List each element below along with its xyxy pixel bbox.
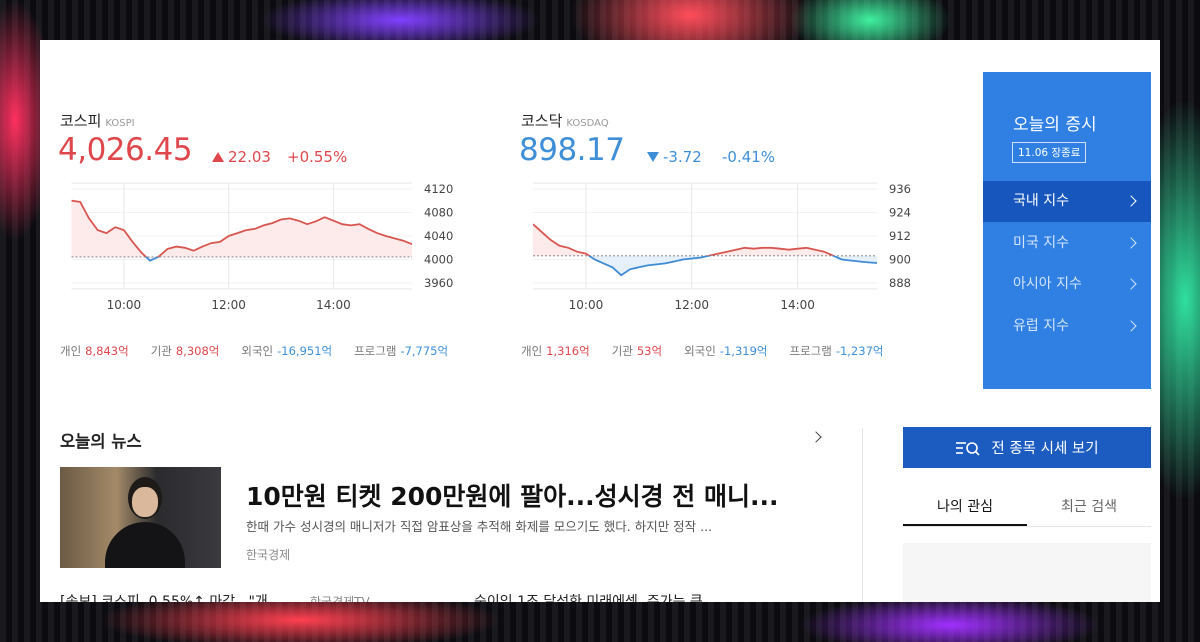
line-chart: 888 900 912 924 936 10:00 12:00 14:00 xyxy=(533,182,911,312)
button-label: 전 종목 시세 보기 xyxy=(991,441,1099,457)
y-tick-label: 4000 xyxy=(424,253,453,267)
market-code: KOSPI xyxy=(105,118,135,129)
area-above xyxy=(71,200,412,257)
investor: 프로그램 -1,237억 xyxy=(789,343,883,359)
market-name: 코스피 KOSPI xyxy=(60,110,135,131)
investor-flows: 개인 8,843억 기관 8,308억 외국인 -16,951억 프로그램 -7,775억 xyxy=(60,343,448,359)
y-tick-label: 4040 xyxy=(424,229,453,243)
news-source: 한국경제 xyxy=(246,548,291,562)
area-above xyxy=(533,224,877,256)
investor-value: -1,237억 xyxy=(835,344,884,358)
area-below xyxy=(589,255,877,276)
price: 898.17 xyxy=(519,132,625,168)
investor-value: 53억 xyxy=(636,344,663,358)
investor-flows: 개인 1,316억 기관 53억 외국인 -1,319억 프로그램 -1,237억 xyxy=(521,343,883,359)
investor: 기관 8,308억 xyxy=(151,343,220,359)
news-item-source: 한국경제TV xyxy=(310,595,370,602)
investor-value: 1,316억 xyxy=(546,344,590,358)
investor: 개인 8,843억 xyxy=(60,343,129,359)
investor-label: 프로그램 xyxy=(354,344,397,358)
y-tick-label: 4080 xyxy=(424,205,453,219)
price-line-up xyxy=(71,199,412,257)
x-tick-label: 10:00 xyxy=(569,298,604,312)
line-chart: 3960 4000 4040 4080 4120 10:00 12:00 14:00 xyxy=(71,182,453,312)
tab[interactable]: 나의 관심 xyxy=(903,496,1027,526)
investor: 기관 53억 xyxy=(612,343,662,359)
y-tick-label: 3960 xyxy=(424,276,453,290)
menu-label: 국내 지수 xyxy=(1013,193,1069,209)
tab-rule xyxy=(903,526,1151,527)
y-tick-label: 936 xyxy=(889,182,911,196)
investor-value: -1,319억 xyxy=(719,344,768,358)
y-tick-label: 912 xyxy=(889,229,911,243)
news-headline[interactable]: 10만원 티켓 200만원에 팔아...성시경 전 매니... xyxy=(246,482,779,511)
menu-item[interactable]: 국내 지수 xyxy=(983,181,1151,222)
price: 4,026.45 xyxy=(58,132,193,168)
panel: 코스피 KOSPI 4,026.45 22.03 +0.55% 개인 8,843억 기관 8,3… xyxy=(40,40,1160,602)
change-arrow xyxy=(212,152,224,162)
price-line-down xyxy=(587,255,877,277)
change-pct: -0.41% xyxy=(722,148,776,166)
news-item[interactable]: 순이익 1조 달성한 미래에셋, 주가는 큰 xyxy=(474,594,703,602)
investor: 프로그램 -7,775억 xyxy=(354,343,448,359)
sidebar-title: 오늘의 증시 xyxy=(1013,115,1097,135)
change: -3.72 xyxy=(663,148,702,166)
all-stocks-button[interactable]: 전 종목 시세 보기 xyxy=(903,427,1151,468)
y-tick-label: 4120 xyxy=(424,182,453,196)
menu-label: 유럽 지수 xyxy=(1013,317,1069,334)
investor-label: 외국인 xyxy=(241,344,274,358)
news-summary: 한때 가수 성시경의 매니저가 직접 암표상을 추적해 화제를 모으기도 했다.… xyxy=(246,519,713,534)
investor: 개인 1,316억 xyxy=(521,343,590,359)
y-tick-label: 900 xyxy=(889,253,911,267)
investor-label: 기관 xyxy=(150,344,172,358)
news-title: 오늘의 뉴스 xyxy=(60,432,142,451)
investor-label: 개인 xyxy=(60,344,82,358)
tab[interactable]: 최근 검색 xyxy=(1061,499,1117,515)
x-tick-label: 12:00 xyxy=(674,298,709,312)
divider xyxy=(862,428,863,602)
x-tick-label: 10:00 xyxy=(107,298,142,312)
charts: 3960 4000 4040 4080 4120 10:00 12:00 14:00 888 90… xyxy=(71,182,911,312)
change: 22.03 xyxy=(228,148,271,166)
investor-label: 기관 xyxy=(611,344,633,358)
x-tick-label: 14:00 xyxy=(316,298,351,312)
investor: 외국인 -16,951억 xyxy=(241,343,332,359)
investor-value: 8,843억 xyxy=(85,344,129,358)
menu-item[interactable]: 아시아 지수 xyxy=(983,264,1151,305)
menu-item[interactable]: 유럽 지수 xyxy=(983,306,1151,347)
status-badge: 11.06 장종료 xyxy=(1012,142,1087,163)
news-thumbnail[interactable] xyxy=(60,467,221,568)
menu-label: 아시아 지수 xyxy=(1013,276,1082,292)
investor-value: -16,951억 xyxy=(277,344,333,358)
y-tick-label: 888 xyxy=(889,276,911,290)
investor-label: 외국인 xyxy=(684,344,716,358)
search-list-icon xyxy=(956,441,980,456)
y-tick-label: 924 xyxy=(889,205,911,219)
market-name-ko: 코스피 xyxy=(60,112,102,130)
investor-value: -7,775억 xyxy=(400,344,449,358)
investor-label: 프로그램 xyxy=(789,344,832,358)
change-pct: +0.55% xyxy=(287,148,348,166)
x-tick-label: 14:00 xyxy=(780,298,815,312)
news-item[interactable]: [속보] 코스피, 0.55%↑ 마감..."개 xyxy=(60,594,268,602)
market-code: KOSDAQ xyxy=(566,118,609,129)
market-name-ko: 코스닥 xyxy=(521,112,563,130)
change-arrow xyxy=(647,152,659,162)
market-name: 코스닥 KOSDAQ xyxy=(521,110,609,131)
watchlist-area xyxy=(903,543,1151,602)
price-line-up xyxy=(533,223,836,256)
menu-item[interactable]: 미국 지수 xyxy=(983,223,1151,264)
investor-value: 8,308억 xyxy=(175,344,220,358)
x-tick-label: 12:00 xyxy=(211,298,246,312)
investor: 외국인 -1,319억 xyxy=(684,343,767,359)
menu-label: 미국 지수 xyxy=(1013,234,1069,251)
investor-label: 개인 xyxy=(521,344,543,358)
